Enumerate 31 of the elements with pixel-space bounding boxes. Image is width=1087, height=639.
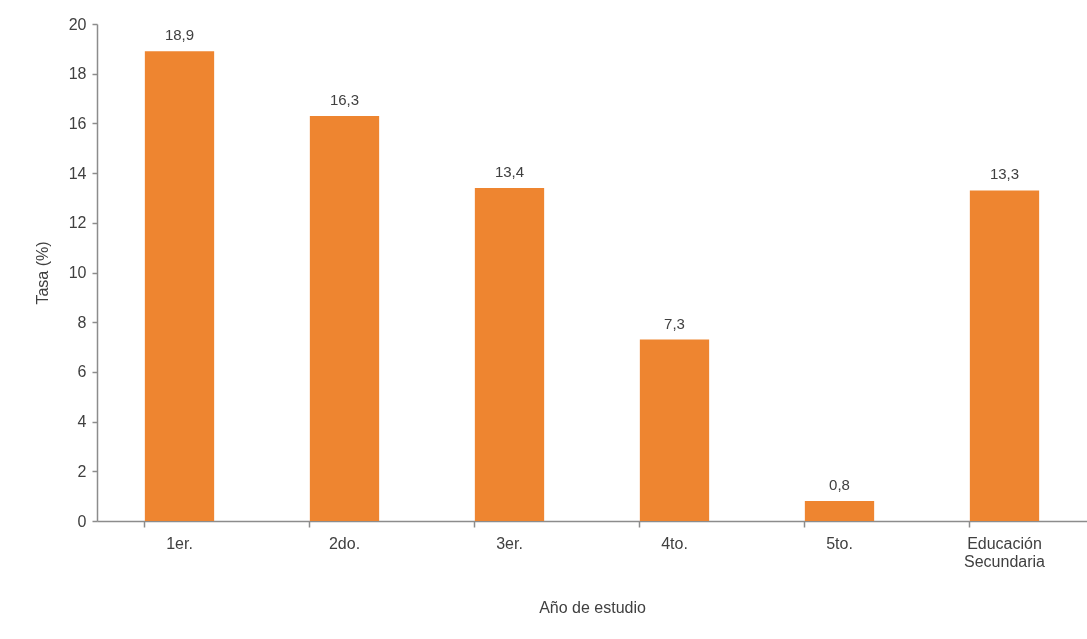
data-label: 7,3	[664, 314, 685, 332]
y-tick-label: 8	[77, 313, 87, 331]
y-tick-label: 10	[68, 264, 87, 281]
bar	[639, 339, 710, 521]
y-tick-label: 0	[77, 512, 87, 530]
bar	[969, 190, 1040, 521]
bar	[804, 501, 875, 521]
x-tick-label: 4to.	[661, 534, 688, 552]
x-tick-label: 3er.	[496, 534, 523, 552]
x-tick-label: Educación Secundaria	[964, 534, 1046, 570]
y-axis-title: Tasa (%)	[33, 241, 51, 305]
x-tick-label: 5to.	[826, 534, 853, 552]
y-tick-label: 14	[68, 164, 87, 182]
y-tick-label: 20	[68, 15, 87, 33]
data-label: 16,3	[329, 90, 360, 108]
data-label: 18,9	[164, 26, 195, 44]
y-tick-label: 4	[77, 413, 87, 431]
x-tick-label: 2do.	[328, 534, 361, 552]
y-tick-label: 16	[68, 114, 87, 132]
x-tick-label: 1er.	[166, 534, 193, 552]
bar	[144, 51, 215, 521]
x-axis-title: Año de estudio	[539, 598, 646, 616]
y-tick-label: 12	[68, 214, 87, 232]
y-tick-label: 6	[77, 363, 87, 381]
y-tick-label: 2	[77, 462, 87, 480]
y-tick-label: 18	[68, 65, 87, 83]
data-label: 13,3	[989, 165, 1020, 183]
data-label: 13,4	[494, 163, 525, 181]
data-label: 0,8	[829, 476, 850, 494]
bar	[474, 188, 545, 521]
bar	[309, 115, 380, 521]
